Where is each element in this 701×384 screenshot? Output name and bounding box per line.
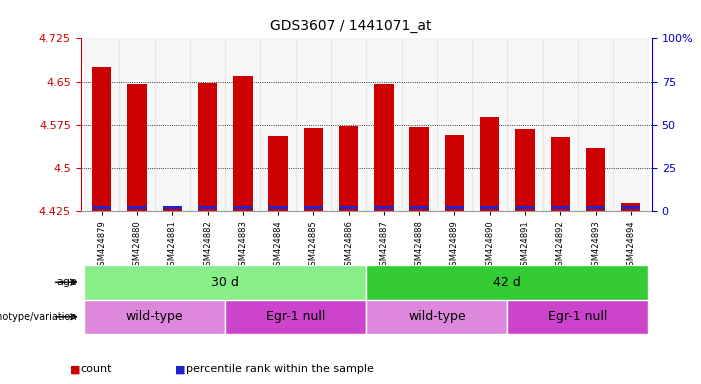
Bar (225, 38, 261, 211)
Bar (578, 38, 613, 211)
Text: 42 d: 42 d (494, 276, 522, 289)
Bar (550, 137, 570, 211)
Bar (515, 206, 535, 209)
Bar (331, 38, 367, 211)
Bar (550, 206, 570, 209)
Bar (198, 206, 217, 209)
Bar (304, 127, 323, 211)
Bar (225, 300, 366, 334)
Bar (480, 117, 499, 211)
Bar (92, 67, 111, 211)
Bar (198, 83, 217, 211)
Bar (339, 206, 358, 209)
Bar (155, 38, 190, 211)
Bar (621, 206, 641, 209)
Bar (480, 206, 499, 209)
Bar (402, 38, 437, 211)
Bar (508, 38, 543, 211)
Bar (366, 300, 508, 334)
Text: wild-type: wild-type (408, 310, 465, 323)
Bar (586, 206, 605, 209)
Bar (444, 206, 464, 209)
Bar (409, 206, 429, 209)
Bar (586, 148, 605, 211)
Bar (119, 38, 155, 211)
Bar (163, 207, 182, 211)
Bar (84, 38, 119, 211)
Bar (409, 126, 429, 211)
Bar (366, 38, 402, 211)
Bar (437, 38, 472, 211)
Text: GDS3607 / 1441071_at: GDS3607 / 1441071_at (270, 19, 431, 33)
Bar (128, 84, 147, 211)
Bar (339, 126, 358, 211)
Text: Egr-1 null: Egr-1 null (548, 310, 608, 323)
Bar (84, 265, 366, 300)
Bar (268, 206, 288, 209)
Bar (374, 206, 393, 209)
Bar (84, 300, 225, 334)
Bar (296, 38, 331, 211)
Text: ■: ■ (70, 364, 81, 374)
Bar (128, 206, 147, 209)
Text: 30 d: 30 d (211, 276, 239, 289)
Text: age: age (56, 277, 77, 287)
Text: count: count (81, 364, 112, 374)
Bar (304, 206, 323, 209)
Bar (472, 38, 508, 211)
Text: percentile rank within the sample: percentile rank within the sample (186, 364, 374, 374)
Bar (374, 84, 393, 211)
Text: ■: ■ (175, 364, 186, 374)
Text: wild-type: wild-type (126, 310, 184, 323)
Bar (233, 76, 252, 211)
Bar (190, 38, 225, 211)
Bar (92, 206, 111, 209)
Bar (233, 206, 252, 209)
Bar (613, 38, 648, 211)
Text: Egr-1 null: Egr-1 null (266, 310, 325, 323)
Bar (163, 206, 182, 209)
Bar (366, 265, 648, 300)
Bar (444, 134, 464, 211)
Bar (261, 38, 296, 211)
Bar (508, 300, 648, 334)
Bar (543, 38, 578, 211)
Bar (621, 202, 641, 211)
Bar (515, 129, 535, 211)
Bar (268, 136, 288, 211)
Text: genotype/variation: genotype/variation (0, 312, 77, 322)
